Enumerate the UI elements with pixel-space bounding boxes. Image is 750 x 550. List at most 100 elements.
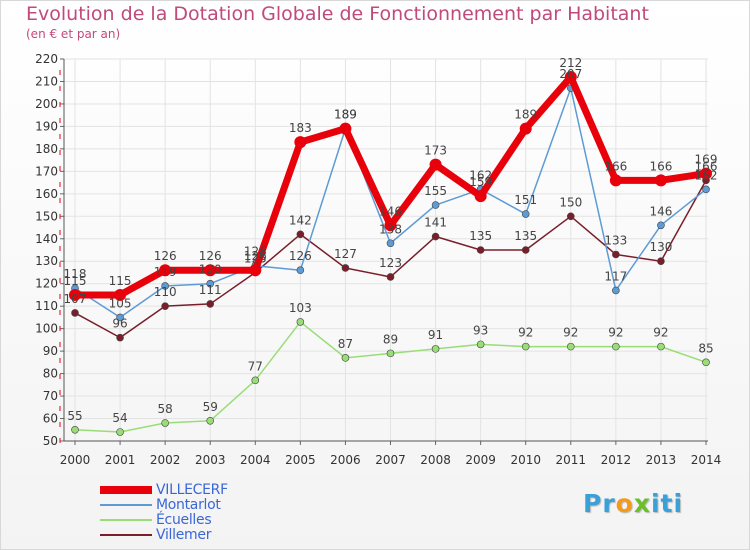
legend-label-villecerf: VILLECERF [156, 481, 228, 498]
data-label-villecerf: 115 [64, 274, 87, 288]
data-point-villecerf [474, 190, 487, 203]
data-point-villemer [657, 257, 665, 266]
data-label-villemer: 107 [64, 292, 87, 306]
logo-part-2: o [615, 489, 634, 518]
data-point-villemer [71, 309, 79, 317]
data-label-montarlot: 162 [695, 168, 718, 182]
x-tick-label: 2001 [105, 453, 136, 467]
data-label-montarlot: 128 [244, 245, 267, 259]
x-tick-label: 2000 [60, 453, 91, 467]
x-tick-label: 2005 [285, 453, 316, 467]
data-point-montarlot [612, 286, 620, 295]
data-label-villecerf: 166 [649, 159, 672, 173]
logo-part-4: iti [650, 489, 684, 518]
data-label-villemer: 141 [424, 216, 447, 230]
data-label-cuelles: 91 [428, 328, 443, 342]
legend-swatch-villecerf [100, 485, 152, 494]
legend: VILLECERF Montarlot Écuelles Villemer [100, 481, 228, 543]
data-label-cuelles: 59 [203, 400, 218, 414]
data-point-montarlot [116, 313, 124, 322]
y-tick-label: 150 [35, 209, 58, 223]
data-label-villemer: 150 [559, 195, 582, 209]
y-tick-label: 50 [43, 434, 58, 448]
data-label-montarlot: 155 [424, 184, 447, 198]
data-point-villemer [341, 264, 350, 272]
data-label-montarlot: 126 [289, 249, 312, 263]
data-point-cuelles [71, 425, 79, 434]
data-point-cuelles [161, 419, 169, 427]
data-point-villecerf [609, 174, 622, 187]
data-point-montarlot [206, 279, 215, 288]
x-tick-label: 2006 [330, 453, 361, 467]
data-label-villemer: 125 [244, 251, 267, 265]
legend-swatch-montarlot [100, 503, 152, 506]
legend-item-montarlot: Montarlot [100, 497, 228, 513]
data-point-montarlot [431, 201, 440, 209]
data-point-montarlot [161, 282, 169, 290]
data-label-cuelles: 89 [383, 332, 398, 346]
data-label-villecerf: 159 [469, 175, 492, 189]
legend-item-villecerf: VILLECERF [100, 481, 228, 498]
y-tick-label: 220 [35, 52, 58, 66]
y-tick-label: 100 [35, 322, 58, 336]
data-point-villemer [521, 246, 530, 254]
x-tick-label: 2002 [150, 453, 181, 467]
data-label-montarlot: 105 [109, 296, 132, 310]
data-label-cuelles: 58 [158, 402, 173, 416]
data-label-villecerf: 169 [695, 153, 718, 167]
y-tick-label: 120 [35, 277, 58, 291]
x-tick-label: 2012 [601, 453, 632, 467]
data-label-cuelles: 85 [698, 341, 713, 355]
data-point-cuelles [296, 318, 305, 326]
legend-swatch-ecuelles [100, 518, 152, 521]
data-point-villemer [116, 333, 124, 342]
data-label-montarlot: 207 [559, 67, 582, 81]
data-point-cuelles [386, 349, 395, 358]
data-label-villemer: 133 [604, 233, 627, 247]
data-point-cuelles [251, 376, 260, 385]
data-label-villemer: 135 [469, 229, 492, 243]
y-tick-label: 130 [35, 254, 58, 268]
data-label-villemer: 142 [289, 213, 312, 227]
data-point-cuelles [206, 416, 215, 425]
data-point-villecerf [654, 174, 667, 187]
data-point-villemer [612, 250, 620, 259]
data-label-cuelles: 77 [248, 359, 263, 373]
data-point-villecerf [519, 122, 532, 135]
data-label-cuelles: 54 [112, 411, 127, 425]
data-label-montarlot: 118 [64, 267, 87, 281]
data-label-cuelles: 92 [653, 326, 668, 340]
x-tick-label: 2009 [465, 453, 496, 467]
data-label-cuelles: 55 [67, 409, 82, 423]
data-label-villemer: 166 [695, 159, 718, 173]
data-label-montarlot: 117 [604, 269, 627, 283]
data-label-montarlot: 119 [154, 265, 177, 279]
data-point-villemer [431, 232, 440, 241]
data-point-montarlot [296, 266, 305, 275]
data-label-villemer: 96 [112, 317, 127, 331]
data-label-cuelles: 93 [473, 323, 488, 337]
data-point-villecerf [249, 264, 262, 277]
data-labels: 55 54 58 59 77 103 87 89 91 93 92 92 92 92 85 107 96 110 1… [64, 56, 718, 425]
data-label-villecerf: 115 [109, 274, 132, 288]
x-tick-label: 2007 [375, 453, 406, 467]
axes: 50 60 70 80 90 100 110 120 130 140 150 160 170 180 190… [35, 52, 721, 467]
x-tick-label: 2011 [556, 453, 587, 467]
legend-item-villemer: Villemer [100, 527, 228, 543]
legend-label-ecuelles: Écuelles [156, 511, 212, 528]
chart-title: Evolution de la Dotation Globale de Fonc… [26, 3, 649, 25]
x-tick-label: 2004 [240, 453, 271, 467]
data-label-montarlot: 151 [514, 193, 537, 207]
data-point-villecerf [114, 288, 127, 301]
data-point-cuelles [476, 340, 485, 349]
data-point-villecerf [339, 122, 352, 135]
data-point-montarlot [521, 210, 530, 218]
data-label-villecerf: 173 [424, 144, 447, 158]
series-lines [69, 70, 712, 436]
data-point-montarlot [702, 185, 710, 194]
y-tick-label: 200 [35, 97, 58, 111]
data-label-montarlot: 189 [334, 108, 357, 122]
logo-part-1: Pr [583, 489, 616, 518]
